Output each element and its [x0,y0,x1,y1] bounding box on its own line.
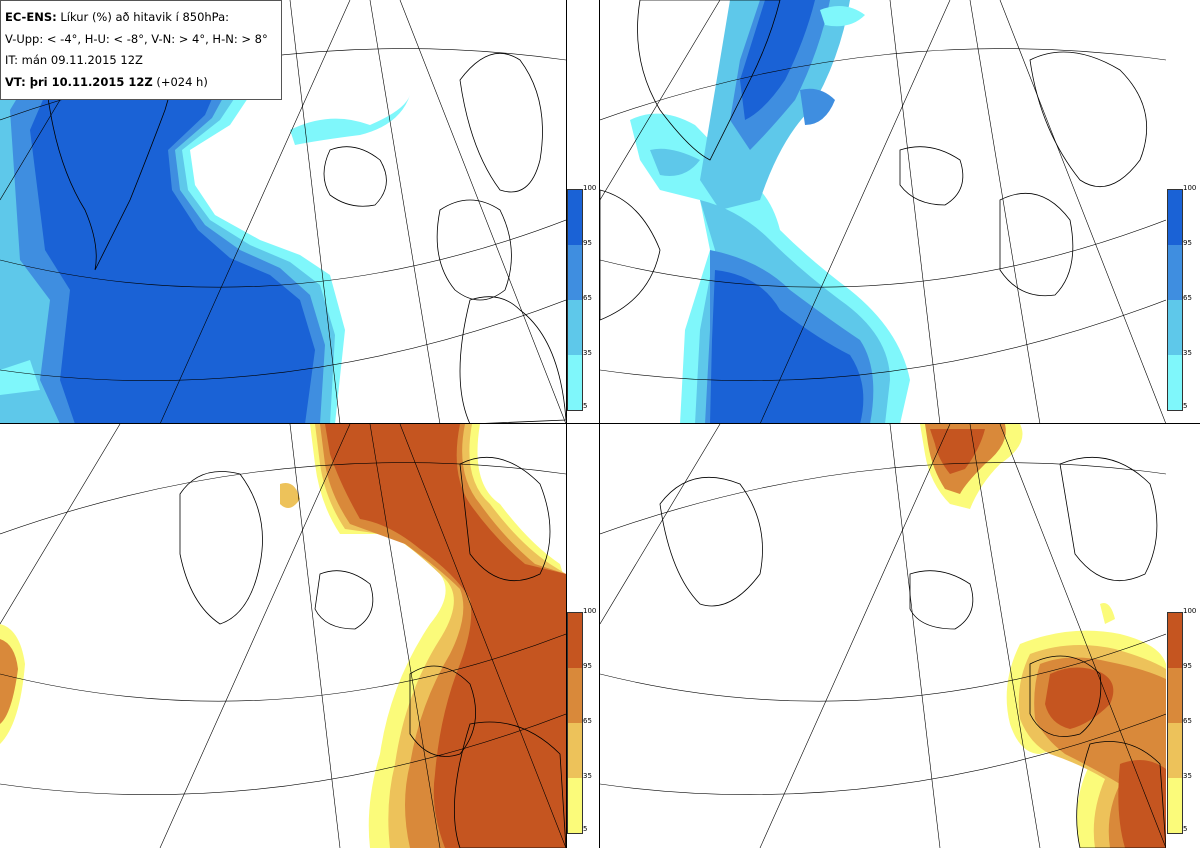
tick-label: 35 [583,349,592,357]
map-panel-bottom-left [0,424,566,848]
tick-label: 35 [1183,772,1192,780]
map-canvas [0,424,566,848]
tick-label: 5 [1183,402,1188,410]
tick-label: 35 [583,772,592,780]
tick-label: 35 [1183,349,1192,357]
tick-label: 65 [1183,294,1192,302]
map-canvas [0,0,566,424]
tick-label: 95 [1183,239,1192,247]
panel-divider [0,423,1200,424]
info-thresholds: V-Upp: < -4°, H-U: < -8°, V-N: > 4°, H-N… [5,31,268,46]
tick-label: 5 [1183,825,1188,833]
tick-label: 95 [583,239,592,247]
map-panel-bottom-right [600,424,1166,848]
tick-label: 100 [583,184,597,192]
tick-label: 5 [583,825,588,833]
colorbar-cold-left [567,189,583,411]
map-panel-top-left [0,0,566,424]
map-canvas [600,424,1166,848]
panel-border [566,0,567,848]
tick-label: 100 [1183,184,1197,192]
tick-label: 65 [583,717,592,725]
panel-border [599,0,600,848]
colorbar-warm-left [567,612,583,834]
map-panel-top-right [600,0,1166,424]
tick-label: 65 [583,294,592,302]
info-init-time: IT: mán 09.11.2015 12Z [5,53,143,67]
tick-label: 100 [583,607,597,615]
map-canvas [600,0,1166,424]
info-valid-time: VT: þri 10.11.2015 12Z (+024 h) [5,74,208,89]
colorbar-cold-right [1167,189,1183,411]
tick-label: 95 [583,662,592,670]
info-box: EC-ENS: Líkur (%) að hitavik í 850hPa: V… [0,0,282,100]
info-title: EC-ENS: Líkur (%) að hitavik í 850hPa: [5,10,230,24]
tick-label: 95 [1183,662,1192,670]
tick-label: 5 [583,402,588,410]
colorbar-warm-right [1167,612,1183,834]
tick-label: 65 [1183,717,1192,725]
tick-label: 100 [1183,607,1197,615]
